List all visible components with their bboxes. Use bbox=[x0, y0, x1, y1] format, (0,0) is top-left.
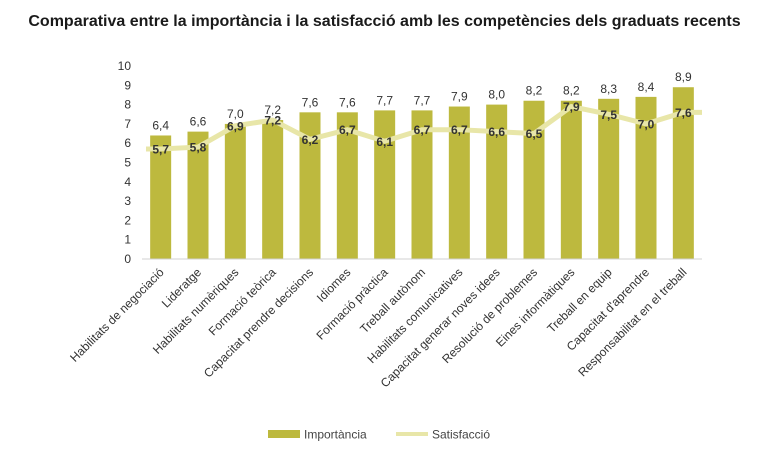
bar-importancia bbox=[486, 104, 508, 259]
bar-importancia bbox=[224, 123, 246, 260]
bar-importancia bbox=[187, 131, 209, 259]
bar-importancia bbox=[336, 112, 358, 259]
x-category-label: Formació teòrica bbox=[206, 265, 279, 338]
bar-data-label: 8,4 bbox=[638, 80, 655, 94]
line-data-label: 6,5 bbox=[526, 127, 543, 141]
bar-data-label: 7,6 bbox=[302, 95, 319, 109]
line-satisfaccio bbox=[146, 103, 702, 152]
bar-importancia bbox=[262, 120, 284, 259]
bar-data-label: 8,2 bbox=[526, 84, 543, 98]
line-labels: 5,7 5,8 6,9 7,2 6,2 6,7 6,1 6,7 6,7 6,6 6,5 7,9 7,5 7… bbox=[152, 100, 692, 156]
legend-label-importancia: Importància bbox=[304, 428, 367, 442]
bar-data-label: 8,0 bbox=[488, 88, 505, 102]
chart-title: Comparativa entre la importància i la sa… bbox=[28, 13, 740, 30]
legend-swatch-importancia bbox=[268, 430, 300, 438]
bar-importancia bbox=[523, 100, 545, 260]
line-data-label: 6,7 bbox=[451, 123, 468, 137]
line-data-label: 5,8 bbox=[190, 141, 207, 155]
bar-data-label: 7,7 bbox=[414, 93, 431, 107]
y-tick-label: 4 bbox=[124, 175, 131, 189]
y-tick-label: 8 bbox=[124, 98, 131, 112]
bar-labels: 6,4 6,6 7,0 7,2 7,6 7,6 7,7 7,7 7,9 8,0 8,2 8,2 8,3 8… bbox=[152, 70, 692, 132]
bar-data-label: 7,0 bbox=[227, 107, 244, 121]
legend: Importància Satisfacció bbox=[268, 428, 490, 442]
bar-data-label: 6,6 bbox=[190, 115, 207, 129]
bar-data-label: 8,2 bbox=[563, 84, 580, 98]
bar-importancia bbox=[672, 87, 694, 259]
y-tick-label: 9 bbox=[124, 78, 131, 92]
line-data-label: 6,9 bbox=[227, 119, 244, 133]
y-tick-label: 1 bbox=[124, 233, 131, 247]
y-tick-label: 5 bbox=[124, 156, 131, 170]
line-data-label: 6,7 bbox=[414, 123, 431, 137]
bar-series-importancia bbox=[150, 87, 694, 260]
y-tick-label: 2 bbox=[124, 213, 131, 227]
bar-data-label: 7,9 bbox=[451, 90, 468, 104]
y-axis: 0 1 2 3 4 5 6 7 8 9 10 bbox=[118, 59, 132, 266]
x-category-label: Treball autònom bbox=[357, 265, 428, 336]
x-axis: Habilitats de negociacióLideratgeHabilit… bbox=[67, 258, 702, 390]
legend-label-satisfaccio: Satisfacció bbox=[432, 428, 490, 442]
bar-importancia bbox=[150, 135, 172, 259]
bar-importancia bbox=[411, 110, 433, 259]
bar-importancia bbox=[560, 100, 582, 260]
bar-importancia bbox=[299, 112, 321, 259]
bar-data-label: 7,6 bbox=[339, 95, 356, 109]
bar-importancia bbox=[448, 106, 470, 259]
line-data-label: 7,9 bbox=[563, 100, 580, 114]
line-data-label: 6,6 bbox=[488, 125, 505, 139]
line-data-label: 7,2 bbox=[264, 114, 281, 128]
line-data-label: 6,1 bbox=[376, 135, 393, 149]
bar-importancia bbox=[374, 110, 396, 259]
line-series-satisfaccio bbox=[146, 103, 702, 152]
bar-data-label: 8,9 bbox=[675, 70, 692, 84]
x-category-label: Treball en equip bbox=[544, 265, 615, 336]
bar-data-label: 7,7 bbox=[376, 93, 393, 107]
bar-importancia bbox=[598, 98, 620, 259]
y-tick-label: 6 bbox=[124, 136, 131, 150]
bar-data-label: 6,4 bbox=[152, 118, 169, 132]
line-data-label: 6,2 bbox=[302, 133, 319, 147]
bar-data-label: 8,3 bbox=[600, 82, 617, 96]
bar-data-label: 7,2 bbox=[264, 103, 281, 117]
line-data-label: 7,5 bbox=[600, 108, 617, 122]
bar-importancia bbox=[635, 96, 657, 259]
line-data-label: 6,7 bbox=[339, 123, 356, 137]
line-data-label: 7,6 bbox=[675, 106, 692, 120]
y-tick-label: 7 bbox=[124, 117, 131, 131]
y-tick-label: 0 bbox=[124, 252, 131, 266]
line-data-label: 7,0 bbox=[638, 117, 655, 131]
line-data-label: 5,7 bbox=[152, 142, 169, 156]
y-tick-label: 3 bbox=[124, 194, 131, 208]
y-tick-label: 10 bbox=[118, 59, 132, 73]
